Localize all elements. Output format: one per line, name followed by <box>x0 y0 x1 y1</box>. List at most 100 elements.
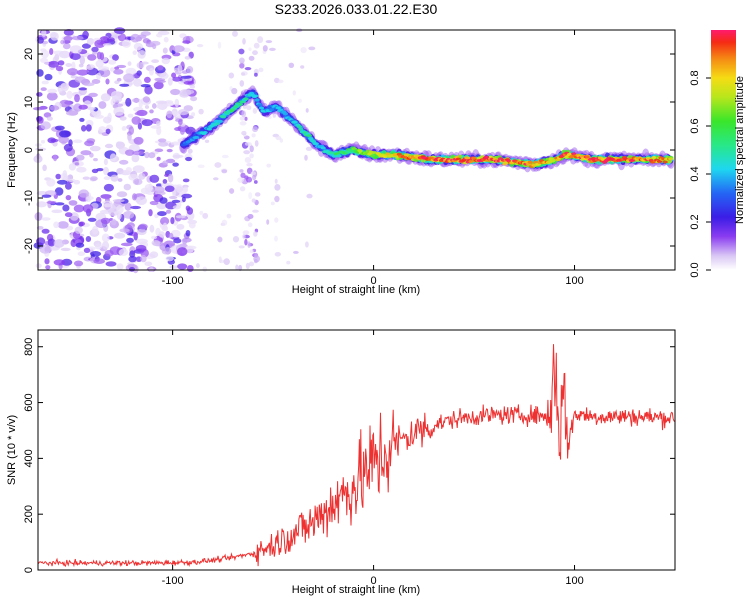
noise-blob <box>127 61 132 66</box>
noise-blob <box>109 246 122 256</box>
noise-blob <box>57 85 63 93</box>
noise-blob <box>141 119 153 127</box>
noise-blob <box>116 263 124 270</box>
noise-blob <box>242 234 246 239</box>
noise-blob <box>164 185 175 193</box>
noise-blob <box>251 133 256 138</box>
noise-blob <box>166 148 173 153</box>
noise-blob <box>156 33 163 38</box>
x-tick-label: 100 <box>565 275 583 287</box>
noise-blob <box>252 174 257 181</box>
noise-blob <box>249 249 254 254</box>
noise-blob <box>35 263 42 269</box>
noise-blob <box>116 204 124 214</box>
noise-blob <box>53 239 65 248</box>
noise-blob <box>161 57 170 65</box>
noise-blob <box>149 200 159 206</box>
noise-blob <box>76 166 87 173</box>
noise-blob <box>305 241 309 248</box>
noise-blob <box>243 150 251 155</box>
noise-blob <box>248 47 252 51</box>
noise-blob <box>63 43 71 50</box>
noise-blob <box>241 110 246 118</box>
colorbar-tick-label: 0.2 <box>689 214 701 229</box>
noise-blob <box>131 98 141 103</box>
noise-blob <box>274 217 279 223</box>
colorbar-label: Normalized spectral amplitude <box>734 76 746 224</box>
noise-blob <box>125 149 135 156</box>
noise-blob <box>140 84 151 88</box>
noise-blob <box>272 113 276 118</box>
noise-blob <box>247 222 253 228</box>
noise-blob <box>181 70 189 74</box>
noise-blob <box>47 88 58 94</box>
noise-blob <box>112 199 125 203</box>
noise-blob <box>50 138 59 143</box>
y-tick-label: 0 <box>23 147 35 153</box>
noise-blob <box>132 178 143 186</box>
noise-blob <box>92 225 99 235</box>
snr-frame <box>37 329 676 571</box>
noise-blob <box>94 39 106 48</box>
noise-blob <box>111 218 117 226</box>
noise-blob <box>116 141 122 147</box>
noise-blob <box>188 221 196 229</box>
noise-blob <box>246 162 253 167</box>
y-tick-label: -20 <box>23 238 35 254</box>
ridge-cell <box>502 162 508 166</box>
ridge-cell <box>313 142 319 146</box>
noise-blob <box>112 54 119 61</box>
noise-blob <box>182 178 190 183</box>
x-tick-label: 100 <box>565 575 583 587</box>
x-tick-label: 0 <box>371 275 377 287</box>
noise-blob <box>242 38 246 45</box>
ridge-cell <box>668 157 674 161</box>
noise-blob <box>90 176 98 182</box>
noise-blob <box>288 62 295 68</box>
snr-panel: -100 0 100 0 200 400 600 800 Height of straigh… <box>6 329 676 596</box>
noise-blob <box>277 79 284 84</box>
ridge-cell <box>651 156 657 159</box>
noise-blob <box>65 195 72 201</box>
noise-blob <box>252 126 259 133</box>
noise-blob <box>35 201 47 208</box>
y-tick-label: 10 <box>23 96 35 108</box>
noise-blob <box>186 265 194 272</box>
noise-blob <box>185 230 191 237</box>
noise-blob <box>131 116 141 125</box>
noise-blob <box>274 184 281 191</box>
noise-blob <box>78 104 88 110</box>
noise-blob <box>109 67 115 72</box>
noise-blob <box>74 76 86 83</box>
noise-blob <box>124 202 132 211</box>
noise-blob <box>185 156 193 162</box>
noise-blob <box>41 194 52 198</box>
noise-blob <box>308 46 316 51</box>
snr-x-label: Height of straight line (km) <box>292 584 420 596</box>
noise-blob <box>298 98 302 103</box>
noise-blob <box>69 45 82 54</box>
noise-blob <box>249 153 254 159</box>
ridge-cell <box>275 106 281 110</box>
noise-blob <box>82 204 94 213</box>
noise-blob <box>165 209 172 214</box>
noise-blob <box>49 48 54 55</box>
y-tick-label: 20 <box>23 48 35 60</box>
noise-blob <box>65 182 72 190</box>
noise-blob <box>68 200 78 206</box>
noise-blob <box>53 221 60 229</box>
noise-blob <box>250 171 256 176</box>
ridge-cell <box>237 102 243 106</box>
noise-blob <box>183 186 189 193</box>
noise-blob <box>132 265 139 274</box>
noise-blob <box>131 154 140 163</box>
noise-blob <box>156 126 162 136</box>
noise-blob <box>132 150 145 156</box>
noise-blob <box>84 140 95 147</box>
noise-blob <box>229 188 235 194</box>
ridge-cell <box>282 112 288 116</box>
snr-plot-area <box>38 330 675 570</box>
noise-blob <box>78 189 90 198</box>
ridge-cell <box>320 146 326 150</box>
ridge-cell <box>254 98 260 102</box>
